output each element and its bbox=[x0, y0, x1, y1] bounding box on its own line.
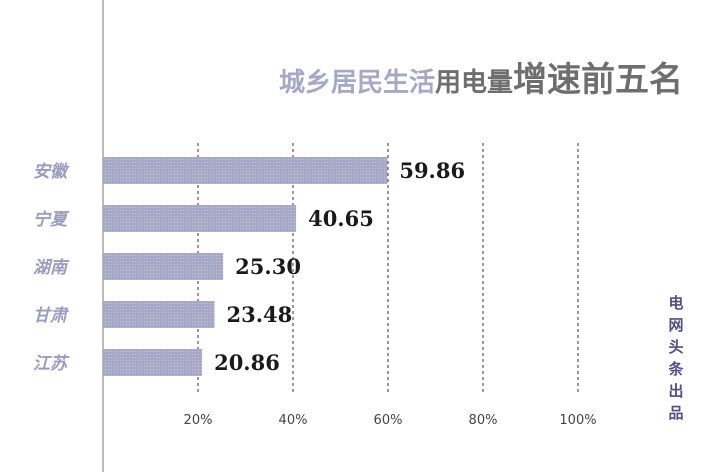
credit-char: 条 bbox=[668, 360, 684, 378]
bar-2 bbox=[103, 253, 224, 280]
x-tick-label: 20% bbox=[184, 413, 213, 428]
credit-vertical-text: 电网头条出品 bbox=[664, 292, 688, 424]
tick-layer: 20% 40% 60% 80% 100% bbox=[184, 413, 597, 428]
bar-3 bbox=[103, 301, 215, 328]
credit-char: 电 bbox=[668, 294, 684, 312]
value-label: 23.48 bbox=[227, 302, 293, 327]
title-part-3: 增速前五名 bbox=[513, 60, 683, 100]
bar-1 bbox=[103, 205, 297, 232]
value-label: 59.86 bbox=[399, 158, 465, 183]
value-label: 20.86 bbox=[214, 350, 280, 375]
title-part-2: 用电量 bbox=[434, 68, 513, 98]
category-label: 江苏 bbox=[33, 354, 70, 374]
x-tick-label: 60% bbox=[374, 413, 403, 428]
category-label: 甘肃 bbox=[33, 306, 70, 326]
x-tick-label: 80% bbox=[469, 413, 498, 428]
bar-layer bbox=[103, 157, 388, 376]
x-tick-label: 40% bbox=[279, 413, 308, 428]
value-label: 40.65 bbox=[308, 206, 374, 231]
value-label: 25.30 bbox=[235, 254, 301, 279]
x-tick-label: 100% bbox=[559, 413, 596, 428]
chart-title: 城乡居民生活用电量增速前五名 bbox=[123, 52, 683, 101]
grid-layer bbox=[197, 143, 579, 395]
credit-char: 网 bbox=[668, 316, 684, 334]
category-label: 湖南 bbox=[33, 258, 70, 278]
category-label: 宁夏 bbox=[33, 210, 70, 230]
credit-char: 头 bbox=[668, 338, 684, 356]
credit-char: 品 bbox=[668, 404, 684, 422]
bar-4 bbox=[103, 349, 203, 376]
credit-char: 出 bbox=[668, 382, 684, 400]
label-layer: 安徽 59.86 宁夏 40.65 湖南 25.30 甘肃 23.48 江苏 20.86 bbox=[33, 158, 465, 375]
title-part-1: 城乡居民生活 bbox=[278, 68, 435, 98]
category-label: 安徽 bbox=[33, 162, 70, 182]
bar-0 bbox=[103, 157, 388, 184]
